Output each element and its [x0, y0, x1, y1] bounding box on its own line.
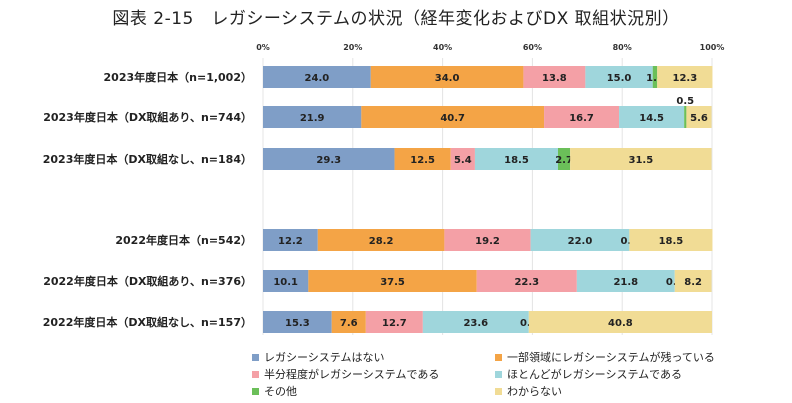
data-label: 18.5	[659, 236, 684, 247]
data-label: 28.2	[369, 236, 394, 247]
bar-segment	[476, 270, 577, 292]
legend-label: わからない	[507, 385, 562, 398]
legend-item: 半分程度がレガシーシステムである	[252, 366, 439, 382]
data-label: 12.3	[672, 73, 697, 84]
data-label: 29.3	[316, 155, 341, 166]
bar-segment	[576, 270, 675, 292]
legend-label: 半分程度がレガシーシステムである	[264, 368, 440, 381]
bar-segment	[370, 66, 524, 88]
data-label: 19.2	[475, 236, 500, 247]
bar-segment	[684, 106, 687, 128]
data-label: 12.5	[410, 155, 435, 166]
legend-item: わからない	[495, 383, 562, 399]
bar-segment	[530, 229, 630, 251]
bar-segment	[263, 229, 318, 251]
bar-segment	[652, 66, 658, 88]
legend-swatch	[495, 353, 502, 361]
category-label: 2022年度日本（DX取組あり、n=376）	[43, 274, 252, 288]
legend-swatch	[252, 353, 259, 361]
bar-segment	[263, 311, 332, 333]
data-label: 7.6	[340, 318, 358, 329]
chart-title: 図表 2-15 レガシーシステムの状況（経年変化およびDX 取組状況別）	[112, 9, 680, 29]
data-label: 22.3	[514, 277, 539, 288]
bar-segment	[308, 270, 477, 292]
data-label: 22.0	[568, 236, 593, 247]
data-label: 0.5	[676, 96, 694, 107]
legend-label: レガシーシステムはない	[264, 351, 385, 364]
data-label: 12.7	[382, 318, 407, 329]
data-label: 5.4	[454, 155, 472, 166]
data-label: 31.5	[628, 155, 653, 166]
bar-segment	[557, 148, 571, 170]
data-label: 12.2	[278, 236, 303, 247]
legend-label: ほとんどがレガシーシステムである	[507, 368, 683, 381]
bar-segment	[263, 270, 309, 292]
data-label: 16.7	[569, 113, 594, 124]
category-label: 2023年度日本（DX取組あり、n=744）	[43, 110, 252, 124]
category-label: 2022年度日本（DX取組なし、n=157）	[43, 315, 252, 329]
bar-segment	[619, 106, 685, 128]
bar-segment	[422, 311, 529, 333]
bar-segment	[657, 66, 713, 88]
bar-segment	[317, 229, 445, 251]
legend-item: ほとんどがレガシーシステムである	[495, 366, 682, 382]
legend-item: その他	[252, 383, 297, 399]
legend-item: レガシーシステムはない	[252, 349, 384, 365]
data-label: 1.0	[646, 73, 664, 84]
bar-segment	[361, 106, 545, 128]
bar-segment	[450, 148, 475, 170]
x-tick-label: 20%	[343, 43, 362, 52]
bar-segment	[585, 66, 653, 88]
legend-label: 一部領域にレガシーシステムが残っている	[507, 351, 715, 364]
data-label: 2.7	[555, 155, 573, 166]
bar-segment	[629, 229, 713, 251]
x-tick-label: 40%	[433, 43, 452, 52]
bar-segment	[331, 311, 366, 333]
legend-swatch	[252, 370, 259, 378]
bar-segment	[528, 311, 712, 333]
bar-segment	[263, 106, 362, 128]
data-label: 15.3	[285, 318, 310, 329]
bar-segment	[263, 148, 395, 170]
data-label: 10.1	[273, 277, 298, 288]
bar-segment	[544, 106, 620, 128]
data-label: 15.0	[607, 73, 632, 84]
bar-segment	[523, 66, 586, 88]
category-label: 2022年度日本（n=542）	[115, 233, 252, 247]
category-label: 2023年度日本（n=1,002）	[104, 70, 252, 84]
data-label: 5.6	[690, 113, 708, 124]
data-label: 21.8	[613, 277, 638, 288]
x-tick-label: 0%	[256, 43, 270, 52]
data-label: 34.0	[435, 73, 460, 84]
x-tick-label: 100%	[700, 43, 725, 52]
bar-segment	[263, 66, 371, 88]
data-label: 21.9	[300, 113, 325, 124]
legend-label: その他	[264, 385, 297, 398]
x-tick-label: 80%	[613, 43, 632, 52]
data-label: 13.8	[542, 73, 567, 84]
bar-segment	[674, 270, 712, 292]
bar-segment	[444, 229, 531, 251]
data-label: 40.7	[440, 113, 465, 124]
legend-swatch	[495, 370, 502, 378]
data-label: 14.5	[639, 113, 664, 124]
data-label: 24.0	[305, 73, 330, 84]
bar-segment	[686, 106, 712, 128]
bar-segment	[570, 148, 712, 170]
legend-swatch	[495, 387, 502, 395]
x-tick-label: 60%	[523, 43, 542, 52]
data-label: 37.5	[380, 277, 405, 288]
data-label: 18.5	[504, 155, 529, 166]
category-label: 2023年度日本（DX取組なし、n=184）	[43, 152, 252, 166]
legend-item: 一部領域にレガシーシステムが残っている	[495, 349, 715, 365]
bar-segment	[474, 148, 558, 170]
bar-segment	[394, 148, 451, 170]
data-label: 23.6	[463, 318, 488, 329]
bar-segment	[365, 311, 423, 333]
legend-swatch	[252, 387, 259, 395]
data-label: 40.8	[608, 318, 633, 329]
data-label: 8.2	[684, 277, 702, 288]
